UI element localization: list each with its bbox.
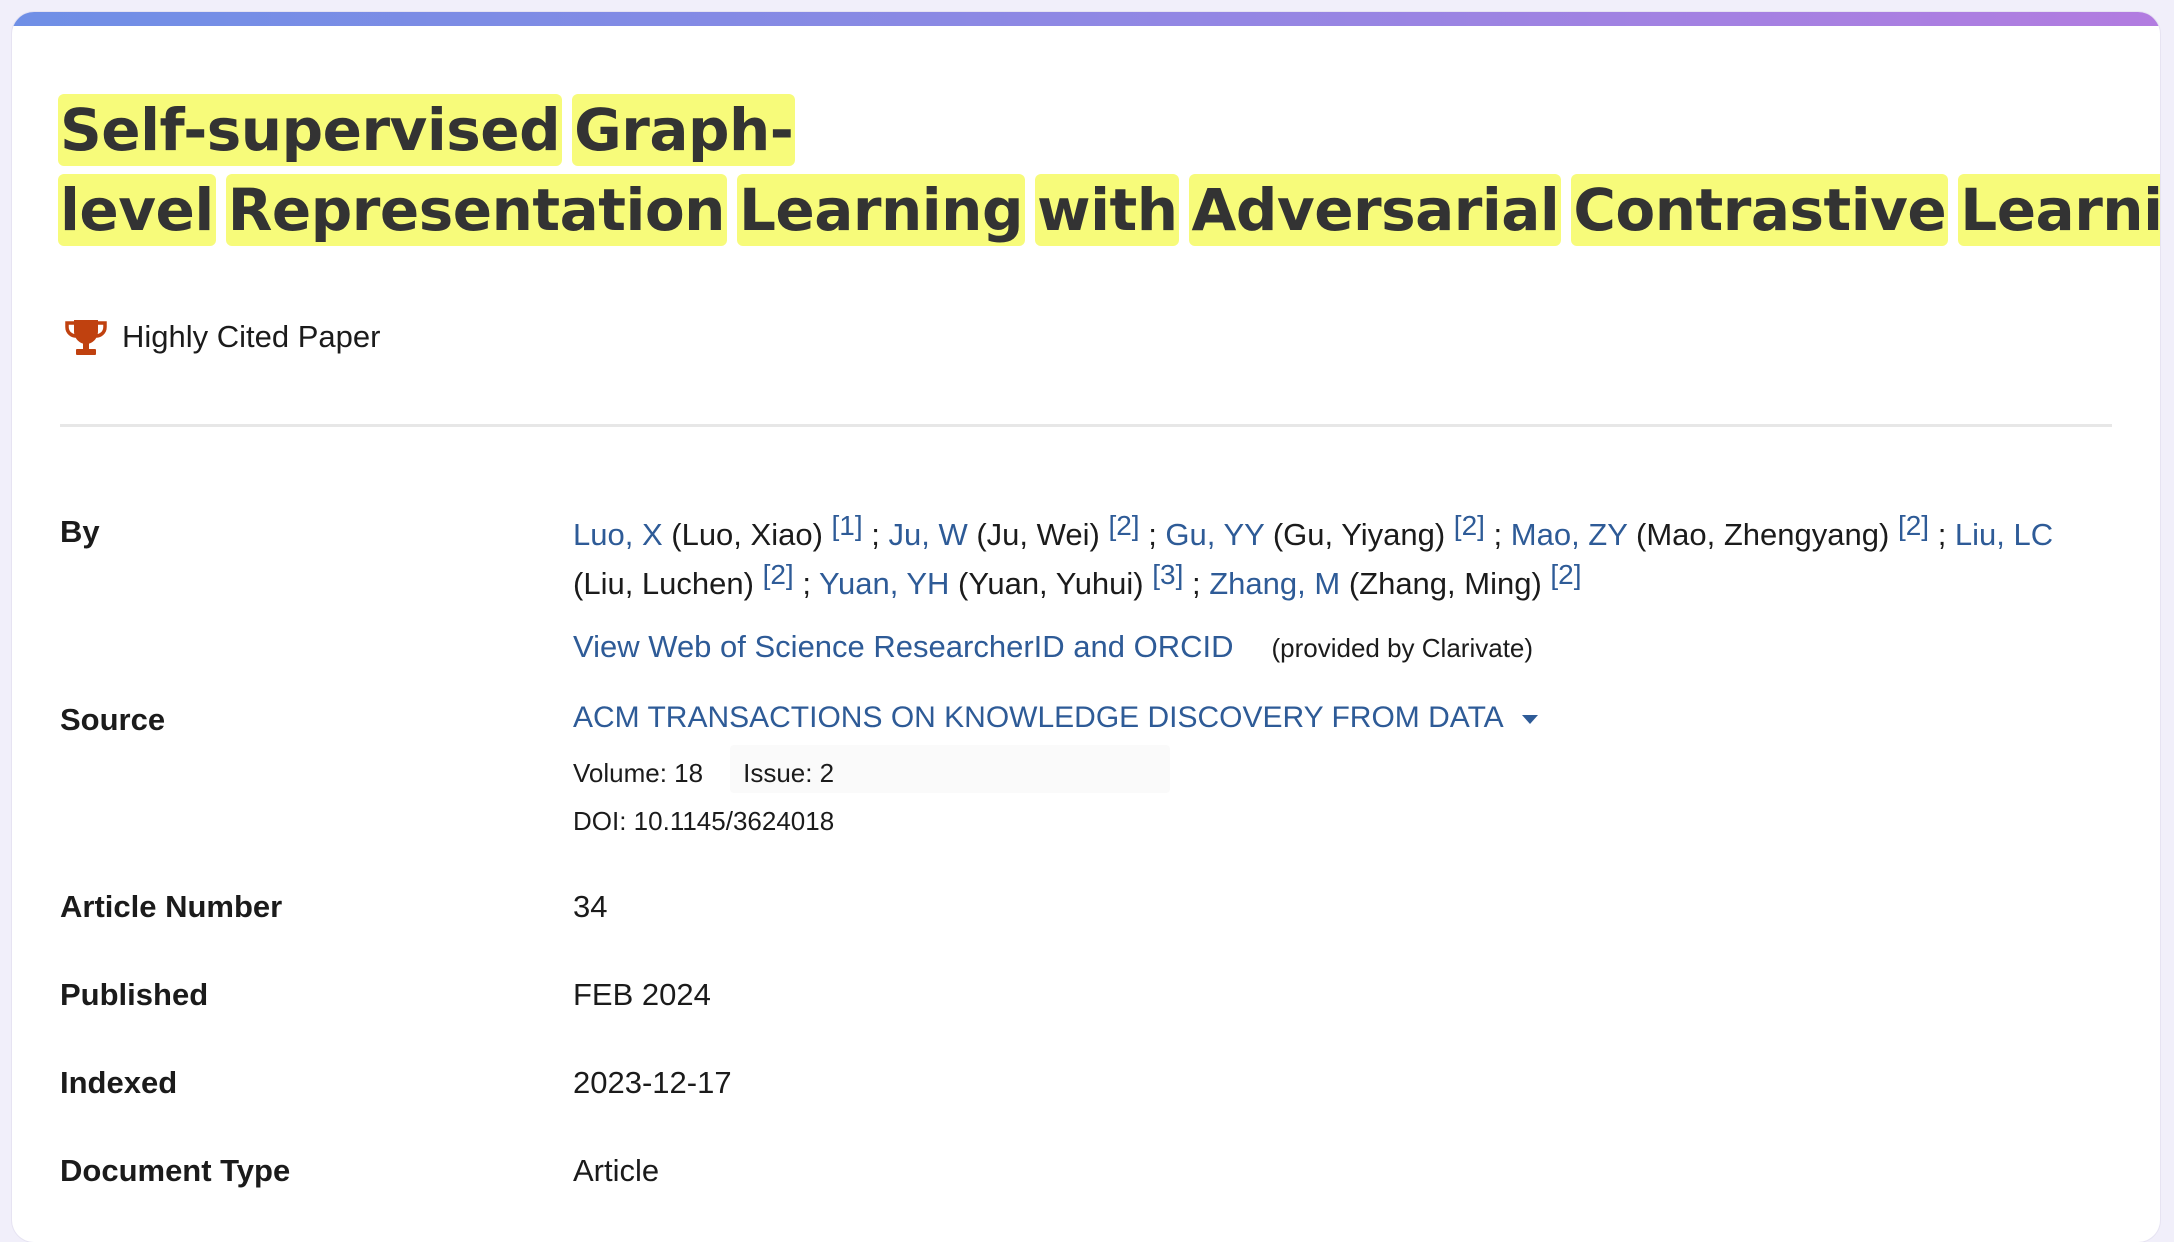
researcher-id-row: View Web of Science ResearcherID and ORC…: [573, 629, 1533, 665]
author-fullname: (Zhang, Ming): [1348, 566, 1542, 601]
provided-by-note: (provided by Clarivate): [1271, 633, 1534, 663]
author-fullname: (Mao, Zhengyang): [1636, 517, 1890, 552]
document-type-value: Article: [573, 1153, 660, 1188]
journal-link[interactable]: ACM TRANSACTIONS ON KNOWLEDGE DISCOVERY …: [573, 701, 1504, 734]
title-word: Adversarial: [1189, 174, 1562, 246]
author-fullname: (Yuan, Yuhui): [958, 566, 1144, 601]
affiliation-ref-link[interactable]: [2]: [1453, 510, 1485, 541]
issue-value: Issue: 2: [743, 758, 835, 788]
author-link-liu[interactable]: Liu, LC: [1954, 517, 2054, 552]
volume-value: Volume: 18: [573, 758, 704, 788]
author-link-gu[interactable]: Gu, YY: [1165, 517, 1265, 552]
document-type-label: Document Type: [60, 1153, 291, 1188]
journal-dropdown[interactable]: ACM TRANSACTIONS ON KNOWLEDGE DISCOVERY …: [573, 701, 1538, 735]
badge-label: Highly Cited Paper: [122, 319, 381, 354]
affiliation-ref-link[interactable]: [1]: [831, 510, 863, 541]
by-label: By: [60, 514, 100, 549]
title-word: Learning: [736, 174, 1025, 246]
record-card: Self-supervised Graph-level Representation…: [12, 12, 2160, 1242]
doi-value: DOI: 10.1145/3624018: [573, 806, 835, 836]
page-title: Self-supervised Graph-level Representation…: [58, 90, 2160, 250]
author-link-zhang[interactable]: Zhang, M: [1209, 566, 1341, 601]
title-word: Contrastive: [1571, 174, 1949, 246]
author-link-luo[interactable]: Luo, X: [573, 517, 663, 552]
author-separator: ;: [1183, 566, 1210, 601]
affiliation-ref-link[interactable]: [2]: [1108, 510, 1140, 541]
source-label: Source: [60, 702, 166, 737]
faded-tooltip: [730, 745, 1170, 793]
author-link-yuan[interactable]: Yuan, YH: [819, 566, 950, 601]
researcher-id-link[interactable]: View Web of Science ResearcherID and ORC…: [573, 629, 1234, 664]
affiliation-ref-link[interactable]: [2]: [1897, 510, 1930, 541]
article-number-label: Article Number: [60, 889, 283, 924]
indexed-label: Indexed: [60, 1065, 178, 1100]
divider: [60, 424, 2112, 427]
indexed-value: 2023-12-17: [573, 1065, 732, 1100]
author-separator: ;: [793, 566, 819, 601]
author-fullname: (Liu, Luchen): [573, 566, 754, 601]
title-word: Representation: [225, 174, 727, 246]
author-separator: ;: [1929, 517, 1955, 552]
published-label: Published: [60, 977, 209, 1012]
affiliation-ref-link[interactable]: [3]: [1152, 559, 1184, 590]
author-separator: ;: [1139, 517, 1166, 552]
trophy-icon: [65, 320, 107, 355]
published-value: FEB 2024: [573, 977, 711, 1012]
title-word: with: [1035, 174, 1180, 246]
caret-down-icon[interactable]: [1521, 714, 1538, 724]
top-accent-bar: [12, 12, 2160, 26]
author-link-ju[interactable]: Ju, W: [888, 517, 968, 552]
author-link-mao[interactable]: Mao, ZY: [1510, 517, 1628, 552]
article-number-value: 34: [573, 889, 608, 924]
affiliation-ref-link[interactable]: [2]: [1550, 559, 1582, 590]
title-word: Learning: [1958, 174, 2160, 246]
author-fullname: (Gu, Yiyang): [1272, 517, 1446, 552]
title-word: Self-supervised: [58, 94, 563, 166]
author-fullname: (Ju, Wei): [976, 517, 1100, 552]
author-list: Luo, X (Luo, Xiao) [1] ; Ju, W (Ju, Wei)…: [573, 510, 2113, 608]
author-fullname: (Luo, Xiao): [671, 517, 823, 552]
volume-issue-row: Volume: 18 Issue: 2: [573, 758, 834, 789]
author-separator: ;: [1484, 517, 1511, 552]
highly-cited-badge: Highly Cited Paper: [64, 317, 380, 357]
affiliation-ref-link[interactable]: [2]: [762, 559, 794, 590]
author-separator: ;: [862, 517, 889, 552]
